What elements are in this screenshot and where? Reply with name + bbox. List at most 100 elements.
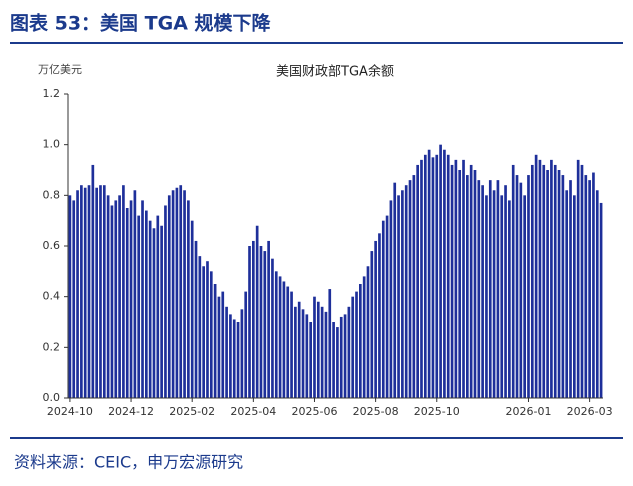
bar: [423, 154, 427, 398]
bar: [328, 289, 332, 398]
bar: [164, 205, 167, 398]
y-tick-label: 0.0: [43, 391, 61, 404]
bar: [267, 240, 270, 398]
bar: [485, 195, 488, 398]
bar: [355, 291, 358, 398]
y-tick-label: 1.2: [43, 87, 61, 100]
bar: [125, 208, 129, 398]
bar: [584, 175, 588, 398]
bar: [466, 175, 469, 398]
bar: [309, 322, 312, 398]
bar: [511, 164, 515, 398]
bar: [229, 314, 232, 398]
bar: [515, 175, 519, 398]
y-tick-label: 1.0: [43, 138, 61, 151]
bar: [217, 296, 221, 398]
x-tick-label: 2024-12: [108, 405, 154, 418]
bar: [171, 190, 175, 398]
bar: [76, 190, 79, 398]
bar: [416, 164, 419, 398]
y-tick-label: 0.2: [43, 340, 61, 353]
bar: [114, 200, 118, 398]
bar: [122, 185, 125, 398]
bar: [370, 251, 374, 398]
bar: [446, 154, 450, 398]
bar: [91, 164, 95, 398]
bar: [110, 205, 114, 398]
bar: [324, 311, 328, 398]
figure-title: 图表 53：美国 TGA 规模下降: [10, 12, 272, 35]
bar: [458, 170, 462, 398]
bar: [401, 190, 404, 398]
bar: [343, 314, 347, 398]
bar: [187, 200, 190, 398]
bar: [221, 291, 225, 398]
bar: [439, 144, 442, 398]
bar: [68, 195, 72, 398]
bar: [443, 149, 446, 398]
bar: [102, 185, 106, 398]
bar: [290, 291, 293, 398]
bar: [496, 180, 500, 398]
x-tick-label: 2026-01: [505, 405, 551, 418]
bar: [183, 190, 186, 398]
bar: [240, 309, 244, 398]
y-tick-label: 0.6: [43, 239, 61, 252]
bar: [378, 233, 381, 398]
bar: [305, 314, 309, 398]
bar: [95, 187, 98, 398]
bar: [167, 195, 171, 398]
bar: [530, 164, 534, 398]
bar: [351, 296, 355, 398]
bar: [87, 185, 91, 398]
bar: [592, 172, 595, 398]
bar: [320, 306, 324, 398]
source: 资料来源：CEIC，申万宏源研究: [14, 453, 243, 472]
bar: [152, 228, 156, 398]
bar: [381, 220, 385, 398]
bar: [198, 256, 202, 398]
bar: [255, 225, 259, 398]
bar: [175, 187, 179, 398]
bar: [271, 258, 274, 398]
bar: [213, 284, 217, 398]
bar: [561, 175, 565, 398]
bar: [179, 185, 183, 398]
chart-title: 美国财政部TGA余额: [276, 64, 394, 80]
bar: [553, 164, 557, 398]
bar: [278, 276, 282, 398]
bar: [473, 170, 477, 398]
bar: [481, 185, 484, 398]
bar: [294, 306, 297, 398]
bar: [450, 164, 454, 398]
bar: [492, 190, 496, 398]
bar: [576, 159, 580, 398]
bar: [385, 215, 389, 398]
bar: [599, 202, 603, 398]
bar: [427, 149, 431, 398]
bar: [557, 170, 561, 398]
bar: [519, 182, 523, 398]
bar: [588, 180, 591, 398]
bar: [542, 164, 546, 398]
bar: [523, 195, 526, 398]
y-unit: 万亿美元: [38, 63, 82, 76]
x-tick-label: 2025-04: [230, 405, 276, 418]
bar: [301, 309, 305, 398]
bar: [504, 185, 507, 398]
bar: [404, 185, 408, 398]
bar: [469, 164, 473, 398]
bar: [431, 157, 435, 398]
bar: [435, 154, 439, 398]
bar: [236, 322, 240, 398]
bar: [550, 159, 553, 398]
bar: [202, 266, 205, 398]
bar: [194, 240, 198, 398]
bar: [393, 182, 397, 398]
bar: [137, 215, 141, 398]
bar: [225, 306, 228, 398]
bar: [336, 327, 339, 398]
bar: [106, 195, 110, 398]
bar: [263, 251, 267, 398]
bar: [534, 154, 538, 398]
